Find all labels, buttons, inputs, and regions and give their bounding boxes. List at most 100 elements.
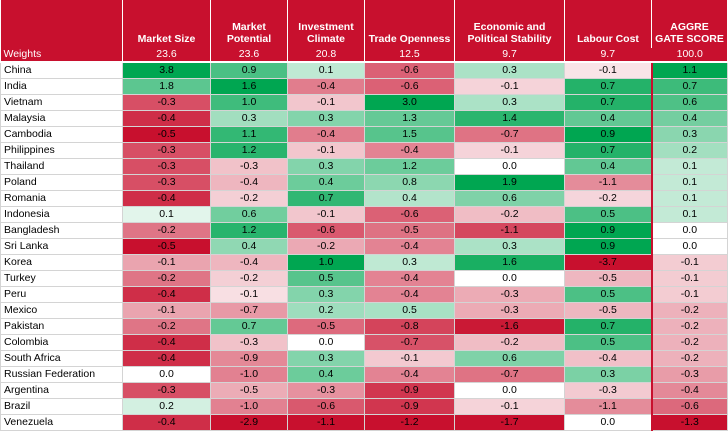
country-name: Korea	[0, 254, 123, 271]
table-row: Malaysia -0.4 0.3 0.3 1.3 1.4 0.4 0.4	[0, 110, 728, 127]
score-cell: 0.3	[454, 238, 565, 255]
score-cell: -0.2	[454, 334, 565, 351]
country-name: Cambodia	[0, 126, 123, 143]
aggregate-score-cell: 0.3	[650, 126, 728, 143]
score-cell: 0.3	[454, 94, 565, 111]
aggregate-score-cell: 0.1	[650, 158, 728, 175]
score-cell: 1.8	[122, 78, 211, 95]
score-cell: 1.2	[210, 222, 288, 239]
aggregate-score-cell: 0.1	[650, 206, 728, 223]
score-cell: 0.0	[122, 366, 211, 383]
score-cell: 0.6	[210, 206, 288, 223]
header-investment-climate: Investment Climate	[287, 0, 365, 48]
score-cell: -0.4	[564, 350, 652, 367]
score-cell: -0.4	[364, 286, 455, 303]
table-row: Vietnam -0.3 1.0 -0.1 3.0 0.3 0.7 0.6	[0, 94, 728, 111]
score-cell: 0.4	[364, 190, 455, 207]
score-cell: 3.8	[122, 62, 211, 79]
country-name: Peru	[0, 286, 123, 303]
score-cell: -0.3	[122, 158, 211, 175]
score-cell: -0.9	[364, 382, 455, 399]
score-cell: 0.7	[564, 318, 652, 335]
weight-value: 20.8	[287, 48, 365, 63]
aggregate-score-cell: -0.1	[650, 254, 728, 271]
table-row: Bangladesh -0.2 1.2 -0.6 -0.5 -1.1 0.9 0.0	[0, 222, 728, 239]
score-cell: 0.7	[564, 94, 652, 111]
aggregate-score-cell: -0.4	[650, 382, 728, 399]
score-cell: -1.6	[454, 318, 565, 335]
score-cell: 1.6	[210, 78, 288, 95]
table-row: Cambodia -0.5 1.1 -0.4 1.5 -0.7 0.9 0.3	[0, 126, 728, 143]
table-row: Indonesia 0.1 0.6 -0.1 -0.6 -0.2 0.5 0.1	[0, 206, 728, 223]
score-cell: 0.0	[454, 158, 565, 175]
score-cell: 1.1	[210, 126, 288, 143]
country-name: Malaysia	[0, 110, 123, 127]
score-cell: 0.3	[287, 158, 365, 175]
table-row: Peru -0.4 -0.1 0.3 -0.4 -0.3 0.5 -0.1	[0, 286, 728, 303]
score-cell: 0.9	[210, 62, 288, 79]
aggregate-score-cell: 0.4	[650, 110, 728, 127]
score-cell: -0.2	[122, 222, 211, 239]
score-cell: 0.7	[564, 78, 652, 95]
score-cell: 1.2	[364, 158, 455, 175]
score-cell: -1.0	[210, 366, 288, 383]
score-cell: -0.4	[122, 110, 211, 127]
score-cell: 1.0	[210, 94, 288, 111]
aggregate-score-cell: -0.2	[650, 318, 728, 335]
score-cell: -0.4	[122, 190, 211, 207]
score-cell: 0.4	[287, 366, 365, 383]
score-cell: -0.3	[210, 158, 288, 175]
score-cell: 0.3	[454, 62, 565, 79]
table-row: India 1.8 1.6 -0.4 -0.6 -0.1 0.7 0.7	[0, 78, 728, 95]
aggregate-score-cell: -0.1	[650, 286, 728, 303]
header-corner	[0, 0, 123, 48]
header-market-potential: Market Potential	[210, 0, 288, 48]
header-row: Market Size Market Potential Investment …	[0, 0, 728, 48]
score-cell: -0.2	[210, 270, 288, 287]
aggregate-score-cell: -0.2	[650, 350, 728, 367]
score-cell: 0.2	[287, 302, 365, 319]
table-row: Korea -0.1 -0.4 1.0 0.3 1.6 -3.7 -0.1	[0, 254, 728, 271]
score-cell: 1.3	[364, 110, 455, 127]
score-cell: -0.2	[210, 190, 288, 207]
header-economic-political-stability: Economic and Political Stability	[454, 0, 565, 48]
country-name: Argentina	[0, 382, 123, 399]
score-cell: -0.4	[210, 174, 288, 191]
score-cell: 0.3	[364, 254, 455, 271]
score-cell: 0.0	[564, 414, 652, 431]
table-row: Venezuela -0.4 -2.9 -1.1 -1.2 -1.7 0.0 -1.3	[0, 414, 728, 431]
score-cell: -0.3	[122, 382, 211, 399]
score-cell: -0.1	[210, 286, 288, 303]
country-name: Indonesia	[0, 206, 123, 223]
weights-label: Weights	[0, 48, 123, 63]
aggregate-score-cell: -0.2	[650, 302, 728, 319]
score-cell: -0.3	[122, 174, 211, 191]
country-name: Poland	[0, 174, 123, 191]
score-cell: -1.1	[564, 398, 652, 415]
aggregate-score-cell: -0.3	[650, 366, 728, 383]
score-cell: 0.7	[210, 318, 288, 335]
score-cell: 0.7	[564, 142, 652, 159]
country-name: Venezuela	[0, 414, 123, 431]
header-aggregate-score: AGGRE GATE SCORE	[651, 0, 728, 48]
table-row: Sri Lanka -0.5 0.4 -0.2 -0.4 0.3 0.9 0.0	[0, 238, 728, 255]
score-cell: 1.5	[364, 126, 455, 143]
score-cell: -1.1	[287, 414, 365, 431]
score-cell: -0.4	[287, 126, 365, 143]
score-cell: -0.6	[287, 398, 365, 415]
score-cell: -0.2	[454, 206, 565, 223]
score-cell: -0.1	[454, 398, 565, 415]
country-name: Brazil	[0, 398, 123, 415]
score-cell: -1.1	[564, 174, 652, 191]
weight-value: 9.7	[564, 48, 652, 63]
country-name: India	[0, 78, 123, 95]
score-cell: 0.0	[454, 382, 565, 399]
score-cell: 0.0	[454, 270, 565, 287]
score-cell: -0.2	[287, 238, 365, 255]
table-row: Russian Federation 0.0 -1.0 0.4 -0.4 -0.7 0.3-…	[0, 366, 728, 383]
country-name: Bangladesh	[0, 222, 123, 239]
score-cell: -0.3	[454, 286, 565, 303]
score-cell: 1.4	[454, 110, 565, 127]
score-cell: -0.6	[287, 222, 365, 239]
score-cell: -0.4	[122, 350, 211, 367]
